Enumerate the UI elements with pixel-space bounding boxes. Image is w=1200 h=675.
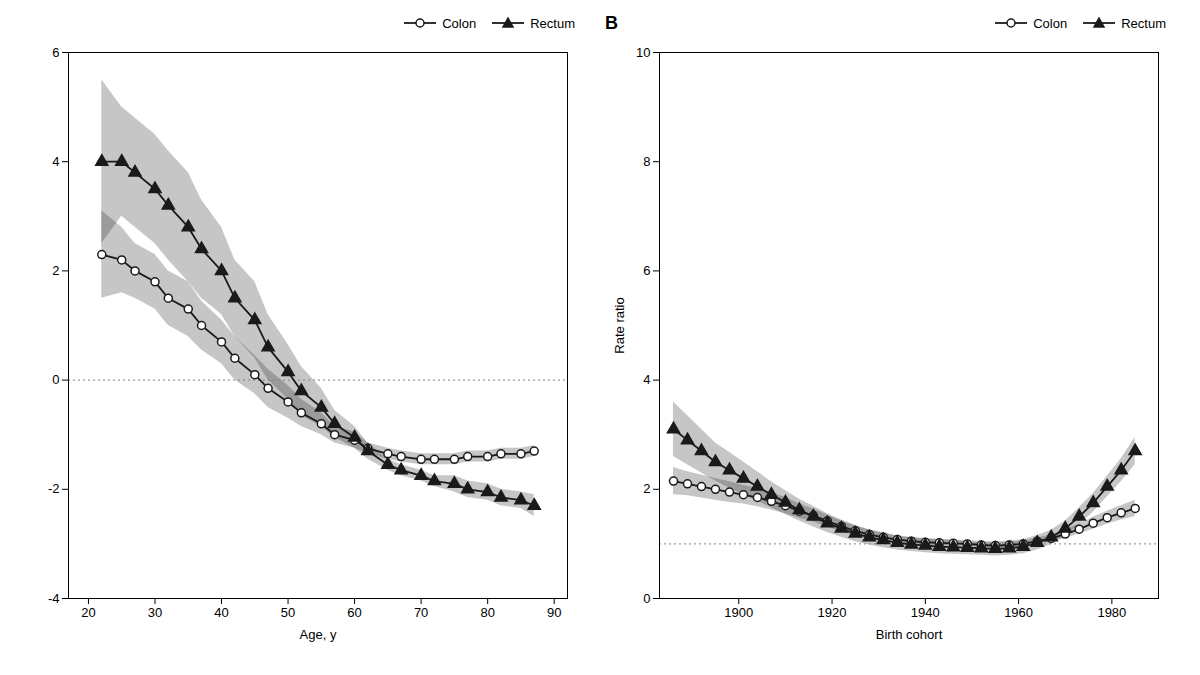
svg-text:1980: 1980 [1097, 605, 1126, 620]
svg-text:8: 8 [643, 154, 650, 169]
svg-text:80: 80 [480, 605, 494, 620]
svg-text:20: 20 [81, 605, 95, 620]
svg-text:40: 40 [214, 605, 228, 620]
html-text:Rectum: Rectum [1121, 15, 1166, 31]
svg-text:90: 90 [547, 605, 561, 620]
svg-text:-2: -2 [48, 481, 60, 496]
svg-text:1940: 1940 [911, 605, 940, 620]
svg-text:Rate ratio: Rate ratio [612, 297, 627, 353]
svg-text:70: 70 [414, 605, 428, 620]
svg-text:1920: 1920 [818, 605, 847, 620]
svg-text:6: 6 [52, 45, 59, 60]
svg-text:30: 30 [148, 605, 162, 620]
svg-text:6: 6 [643, 263, 650, 278]
html-text:B: B [605, 12, 618, 33]
html-text:Rectum: Rectum [530, 15, 575, 31]
svg-text:1960: 1960 [1004, 605, 1033, 620]
html-text:Colon: Colon [1033, 15, 1068, 31]
svg-text:2: 2 [643, 481, 650, 496]
svg-text:2: 2 [52, 263, 59, 278]
svg-text:Birth cohort: Birth cohort [876, 627, 943, 642]
svg-text:Age, y: Age, y [300, 627, 337, 642]
svg-text:0: 0 [52, 372, 59, 387]
svg-text:60: 60 [347, 605, 361, 620]
svg-text:1900: 1900 [724, 605, 753, 620]
svg-text:4: 4 [52, 154, 59, 169]
svg-text:-4: -4 [48, 591, 60, 606]
html-text:Colon: Colon [442, 15, 477, 31]
svg-text:4: 4 [643, 372, 650, 387]
svg-text:50: 50 [281, 605, 295, 620]
svg-text:0: 0 [643, 591, 650, 606]
svg-text:10: 10 [636, 45, 650, 60]
